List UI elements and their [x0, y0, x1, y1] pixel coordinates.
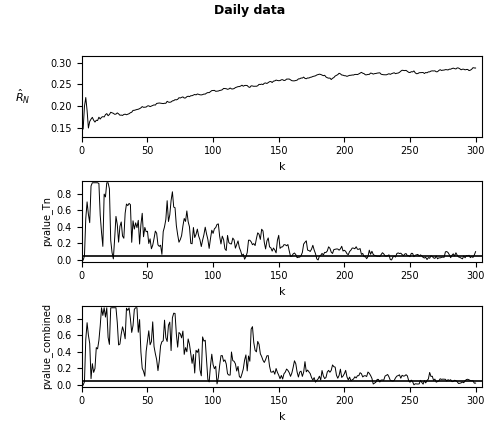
X-axis label: k: k	[279, 287, 285, 297]
X-axis label: k: k	[279, 412, 285, 422]
Text: Daily data: Daily data	[214, 4, 286, 17]
Y-axis label: pvalue_Tn: pvalue_Tn	[42, 196, 52, 246]
X-axis label: k: k	[279, 162, 285, 172]
Y-axis label: pvalue_combined: pvalue_combined	[42, 303, 52, 389]
Y-axis label: $\hat{R}_N$: $\hat{R}_N$	[15, 87, 30, 105]
